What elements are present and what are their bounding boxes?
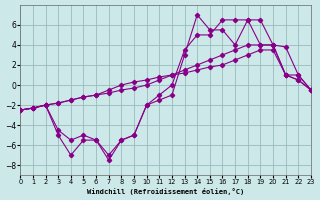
X-axis label: Windchill (Refroidissement éolien,°C): Windchill (Refroidissement éolien,°C) <box>87 188 244 195</box>
